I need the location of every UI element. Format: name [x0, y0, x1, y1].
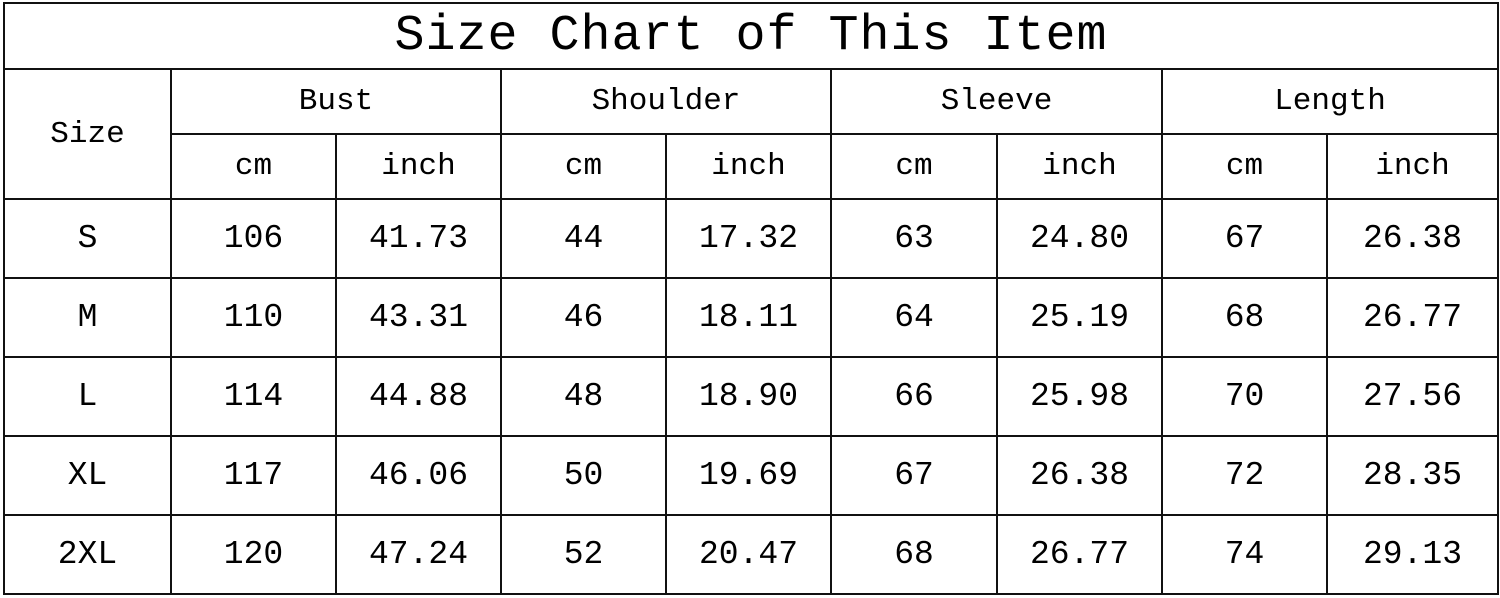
unit-header-cm: cm [1161, 133, 1328, 200]
value-cell: 26.77 [1325, 277, 1500, 358]
unit-header-inch: inch [665, 133, 832, 200]
size-cell: XL [3, 435, 172, 516]
value-cell: 67 [830, 435, 998, 516]
value-cell: 44 [500, 198, 667, 279]
value-cell: 110 [170, 277, 337, 358]
value-cell: 29.13 [1325, 514, 1500, 595]
size-header: Size [3, 68, 172, 200]
value-cell: 25.98 [996, 356, 1163, 437]
value-cell: 68 [830, 514, 998, 595]
value-cell: 68 [1161, 277, 1328, 358]
value-cell: 41.73 [335, 198, 502, 279]
unit-header-inch: inch [1325, 133, 1500, 200]
value-cell: 46 [500, 277, 667, 358]
table-row: S 106 41.73 44 17.32 63 24.80 67 26.38 [3, 198, 1500, 279]
unit-header-cm: cm [830, 133, 998, 200]
value-cell: 26.77 [996, 514, 1163, 595]
value-cell: 72 [1161, 435, 1328, 516]
value-cell: 74 [1161, 514, 1328, 595]
value-cell: 28.35 [1325, 435, 1500, 516]
value-cell: 64 [830, 277, 998, 358]
value-cell: 20.47 [665, 514, 832, 595]
value-cell: 120 [170, 514, 337, 595]
size-cell: S [3, 198, 172, 279]
value-cell: 18.11 [665, 277, 832, 358]
table-row: 2XL 120 47.24 52 20.47 68 26.77 74 29.13 [3, 514, 1500, 595]
value-cell: 44.88 [335, 356, 502, 437]
value-cell: 48 [500, 356, 667, 437]
value-cell: 24.80 [996, 198, 1163, 279]
table-row: M 110 43.31 46 18.11 64 25.19 68 26.77 [3, 277, 1500, 358]
value-cell: 19.69 [665, 435, 832, 516]
value-cell: 25.19 [996, 277, 1163, 358]
value-cell: 50 [500, 435, 667, 516]
table-title: Size Chart of This Item [2, 2, 1500, 70]
value-cell: 63 [830, 198, 998, 279]
unit-header-cm: cm [500, 133, 667, 200]
value-cell: 27.56 [1325, 356, 1500, 437]
value-cell: 114 [170, 356, 337, 437]
group-header-sleeve: Sleeve [830, 68, 1163, 135]
value-cell: 106 [170, 198, 337, 279]
unit-header-inch: inch [996, 133, 1163, 200]
value-cell: 52 [500, 514, 667, 595]
value-cell: 46.06 [335, 435, 502, 516]
value-cell: 26.38 [996, 435, 1163, 516]
size-cell: M [3, 277, 172, 358]
value-cell: 67 [1161, 198, 1328, 279]
group-header-shoulder: Shoulder [500, 68, 832, 135]
size-cell: 2XL [3, 514, 172, 595]
unit-header-cm: cm [170, 133, 337, 200]
table-row: XL 117 46.06 50 19.69 67 26.38 72 28.35 [3, 435, 1500, 516]
value-cell: 17.32 [665, 198, 832, 279]
group-header-bust: Bust [170, 68, 502, 135]
value-cell: 66 [830, 356, 998, 437]
value-cell: 18.90 [665, 356, 832, 437]
value-cell: 70 [1161, 356, 1328, 437]
unit-header-inch: inch [335, 133, 502, 200]
value-cell: 26.38 [1325, 198, 1500, 279]
size-cell: L [3, 356, 172, 437]
value-cell: 117 [170, 435, 337, 516]
table-row: L 114 44.88 48 18.90 66 25.98 70 27.56 [3, 356, 1500, 437]
value-cell: 43.31 [335, 277, 502, 358]
group-header-length: Length [1160, 68, 1500, 135]
value-cell: 47.24 [335, 514, 502, 595]
